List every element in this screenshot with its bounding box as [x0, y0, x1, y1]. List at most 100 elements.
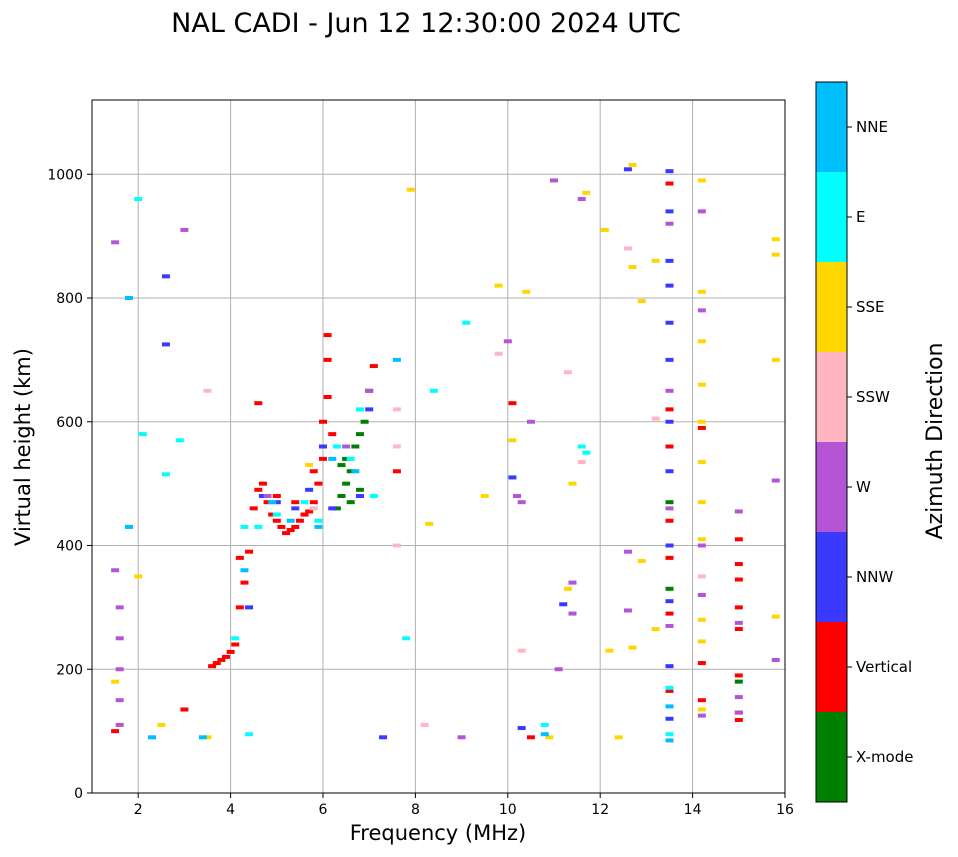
data-point [161, 342, 170, 347]
data-point [550, 178, 558, 183]
data-point [263, 494, 272, 498]
data-point [314, 518, 323, 523]
data-point [697, 617, 706, 622]
data-point [254, 401, 263, 406]
data-point [134, 574, 143, 579]
data-point [697, 661, 706, 666]
data-point [249, 506, 258, 511]
data-point [226, 649, 235, 654]
data-point [379, 735, 388, 740]
data-point [342, 456, 351, 461]
data-point [665, 181, 674, 186]
data-point [526, 735, 535, 740]
data-point [268, 500, 277, 505]
data-point [665, 258, 674, 263]
data-point [734, 673, 743, 678]
data-point [734, 537, 743, 542]
y-axis-label: Virtual height (km) [11, 348, 35, 546]
data-point [240, 568, 249, 573]
data-point [203, 735, 212, 740]
data-point [628, 265, 637, 270]
data-point [305, 463, 314, 468]
series-nnw [161, 167, 674, 740]
data-point [697, 425, 706, 430]
data-point [734, 562, 743, 567]
data-point [665, 209, 674, 214]
data-point [392, 357, 401, 362]
data-point [637, 558, 646, 563]
data-point [665, 388, 674, 393]
colorbar-label: SSW [856, 388, 890, 406]
data-point [402, 636, 411, 641]
y-tick-label: 0 [74, 786, 83, 802]
data-point [175, 438, 184, 443]
data-point [300, 512, 309, 517]
data-point [258, 494, 267, 498]
data-point [480, 494, 489, 498]
data-point [369, 494, 378, 498]
series-vertical [111, 181, 743, 740]
data-point [517, 726, 526, 731]
data-point [513, 494, 522, 498]
data-point [319, 444, 327, 449]
data-point [771, 357, 780, 362]
data-point [734, 509, 743, 514]
data-point [522, 289, 531, 294]
data-point [697, 289, 706, 294]
data-point [124, 524, 133, 529]
data-point [771, 237, 780, 242]
data-point [124, 296, 133, 300]
colorbar-label: W [856, 478, 871, 496]
data-point [568, 481, 577, 486]
data-point [305, 509, 314, 514]
y-tick-label: 800 [56, 291, 83, 307]
data-point [286, 528, 295, 533]
data-point [665, 716, 674, 721]
data-point [605, 648, 614, 653]
data-point [355, 487, 364, 492]
colorbar-segment [816, 622, 847, 712]
data-point [508, 438, 517, 443]
data-point [300, 500, 309, 505]
data-point [665, 518, 674, 523]
data-point [665, 320, 674, 325]
data-point [577, 197, 586, 201]
series-nne [124, 296, 674, 743]
data-point [665, 732, 674, 737]
data-point [697, 209, 706, 214]
x-axis-ticks: 2 4 6 8 10 12 14 16 [134, 793, 794, 818]
data-point [665, 221, 674, 226]
colorbar: X-mode Vertical NNW W SSW SSE E NNE [815, 81, 913, 803]
colorbar-segment [816, 82, 847, 172]
data-point [697, 419, 706, 424]
colorbar-title: Azimuth Direction [923, 342, 948, 539]
data-point [355, 407, 364, 412]
data-point [323, 395, 332, 399]
data-point [314, 524, 323, 529]
data-point [665, 500, 674, 505]
data-point [526, 419, 535, 424]
data-point [665, 555, 674, 560]
data-point [771, 478, 780, 483]
data-point [212, 661, 221, 666]
data-point [342, 444, 351, 449]
colorbar-segment [816, 532, 847, 622]
data-point [734, 695, 743, 700]
data-point [355, 494, 364, 498]
data-point [665, 599, 674, 604]
data-point [392, 444, 401, 449]
data-point [503, 339, 512, 344]
y-axis-ticks: 0 200 400 600 800 1000 [47, 167, 92, 802]
data-point [406, 187, 415, 192]
data-point [734, 577, 743, 582]
data-point [360, 419, 369, 424]
data-point [309, 506, 318, 511]
data-point [328, 506, 337, 511]
colorbar-label: SSE [856, 298, 885, 316]
data-point [328, 456, 337, 461]
data-point [665, 664, 674, 669]
colorbar-segment [816, 442, 847, 532]
data-point [508, 401, 517, 406]
data-point [665, 688, 674, 693]
